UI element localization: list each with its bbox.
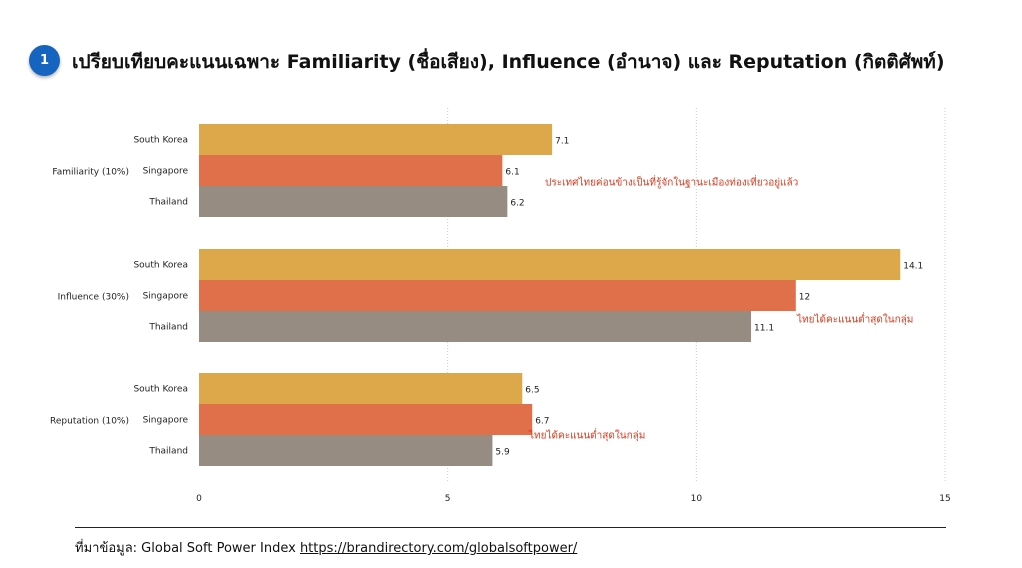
value-label: 12 (799, 293, 810, 303)
country-label: Singapore (143, 292, 189, 302)
page-title: เปรียบเทียบคะแนนเฉพาะ Familiarity (ชื่อเ… (72, 51, 945, 73)
x-tick-label: 15 (939, 494, 950, 504)
value-label: 6.1 (505, 168, 519, 178)
bar-singapore (199, 280, 796, 311)
bar-thailand (199, 311, 752, 342)
value-label: 6.5 (525, 386, 539, 396)
step-badge: 1 (29, 45, 60, 76)
x-tick-label: 5 (445, 494, 451, 504)
bar-singapore (199, 404, 533, 435)
annotation: ไทยได้คะแนนต่ำสุดในกลุ่ม (796, 312, 913, 326)
country-label: Thailand (148, 447, 188, 457)
group-label: Familiarity (10%) (52, 168, 129, 178)
value-label: 6.2 (510, 199, 524, 209)
country-label: South Korea (133, 385, 188, 395)
footer-divider (75, 527, 946, 528)
bar-chart: 0 5 10 15 Familiarity (10%) South Korea 7.1 Sin… (50, 108, 951, 504)
bar-thailand (199, 435, 493, 466)
value-label: 5.9 (495, 448, 510, 458)
source-link[interactable]: https://brandirectory.com/globalsoftpowe… (299, 541, 578, 556)
bar-south-korea (199, 373, 523, 404)
group-label: Influence (30%) (58, 293, 129, 303)
bar-south-korea (199, 249, 901, 280)
bar-south-korea (199, 124, 553, 155)
value-label: 14.1 (903, 262, 923, 272)
country-label: Singapore (143, 416, 189, 426)
bar-singapore (199, 155, 503, 186)
x-tick-label: 0 (196, 494, 202, 504)
country-label: South Korea (133, 136, 188, 146)
source-label: ที่มาข้อมูล: Global Soft Power Index (75, 541, 300, 556)
bar-thailand (199, 186, 508, 217)
source-note: ที่มาข้อมูล: Global Soft Power Index htt… (75, 537, 577, 558)
country-label: Thailand (148, 323, 188, 333)
country-label: Singapore (143, 167, 189, 177)
annotation: ประเทศไทยค่อนข้างเป็นที่รู้จักในฐานะเมือ… (545, 175, 798, 189)
group-label: Reputation (10%) (50, 417, 129, 427)
country-label: Thailand (148, 198, 188, 208)
country-label: South Korea (133, 261, 188, 271)
annotation: ไทยได้คะแนนต่ำสุดในกลุ่ม (528, 428, 645, 442)
value-label: 11.1 (754, 324, 774, 334)
x-tick-label: 10 (691, 494, 703, 504)
value-label: 7.1 (555, 137, 569, 147)
value-label: 6.7 (535, 417, 549, 427)
